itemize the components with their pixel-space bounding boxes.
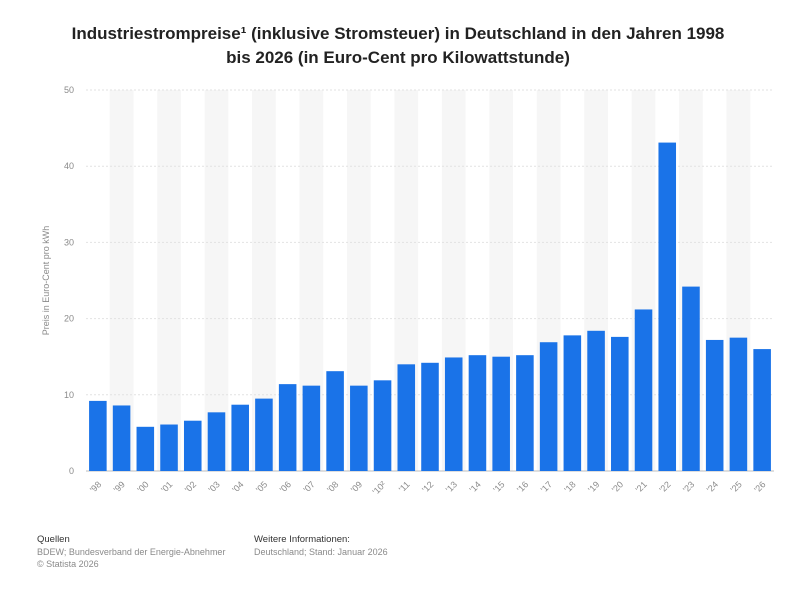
x-tick-label: '04 bbox=[230, 479, 245, 494]
bars bbox=[89, 142, 771, 471]
x-tick-label: '23 bbox=[681, 479, 696, 494]
x-tick-label: '00 bbox=[135, 479, 150, 494]
x-tick-label: '12 bbox=[420, 479, 435, 494]
bar bbox=[255, 398, 273, 471]
column-band bbox=[204, 90, 229, 471]
x-tick-label: '21 bbox=[634, 479, 649, 494]
x-tick-label: '19 bbox=[586, 479, 601, 494]
bar bbox=[350, 385, 368, 471]
bar bbox=[231, 404, 249, 471]
info-heading: Weitere Informationen: bbox=[254, 534, 350, 545]
bar bbox=[587, 330, 605, 471]
chart-title-line-2: bis 2026 (in Euro-Cent pro Kilowattstund… bbox=[226, 48, 570, 67]
column-band bbox=[252, 90, 276, 471]
y-tick-label: 40 bbox=[64, 161, 74, 171]
x-tick-label: '17 bbox=[539, 479, 554, 494]
bar bbox=[753, 349, 771, 471]
bar bbox=[611, 336, 629, 471]
x-tick-label: '02 bbox=[183, 479, 198, 494]
x-tick-label: '03 bbox=[207, 479, 222, 494]
x-tick-label: '07 bbox=[301, 479, 316, 494]
x-tick-label: '22 bbox=[657, 479, 672, 494]
copyright-text: © Statista 2026 bbox=[37, 559, 99, 569]
sources-text: BDEW; Bundesverband der Energie-Abnehmer bbox=[37, 547, 226, 557]
x-tick-label: '05 bbox=[254, 479, 269, 494]
bar bbox=[302, 385, 321, 471]
bar bbox=[278, 384, 297, 471]
bar bbox=[516, 355, 534, 471]
bar bbox=[421, 362, 439, 471]
x-tick-label: '13 bbox=[444, 479, 459, 494]
y-tick-label: 0 bbox=[69, 466, 74, 476]
x-tick-label: '26 bbox=[752, 479, 767, 494]
info-block: Weitere Informationen: Deutschland; Stan… bbox=[254, 534, 388, 558]
bar bbox=[136, 426, 155, 471]
x-tick-label: '99 bbox=[112, 479, 127, 494]
y-tick-label: 10 bbox=[64, 390, 74, 400]
bar bbox=[705, 339, 724, 471]
bar bbox=[112, 405, 131, 471]
bar bbox=[634, 309, 653, 471]
bar bbox=[492, 356, 510, 471]
x-tick-label: '01 bbox=[159, 479, 174, 494]
x-tick-label: '20 bbox=[610, 479, 625, 494]
bar bbox=[89, 400, 107, 471]
x-tick-label: '16 bbox=[515, 479, 530, 494]
y-tick-label: 50 bbox=[64, 85, 74, 95]
y-axis-label: Preis in Euro-Cent pro kWh bbox=[41, 226, 51, 336]
y-tick-label: 20 bbox=[64, 314, 74, 324]
x-tick-label: '25 bbox=[728, 479, 743, 494]
bar bbox=[729, 337, 748, 471]
bar bbox=[397, 364, 416, 471]
y-tick-label: 30 bbox=[64, 237, 74, 247]
chart-title: Industriestrompreise¹ (inklusive Stromst… bbox=[40, 22, 756, 70]
x-tick-label: '11 bbox=[397, 479, 412, 494]
bar bbox=[539, 342, 558, 471]
bar bbox=[207, 412, 226, 471]
bar bbox=[468, 355, 487, 471]
x-tick-label: '06 bbox=[278, 479, 293, 494]
x-tick-label: '10² bbox=[370, 479, 387, 496]
chart-title-line-1: Industriestrompreise¹ (inklusive Stromst… bbox=[71, 24, 725, 43]
y-axis-ticks: 0 10 20 30 40 50 bbox=[64, 85, 74, 476]
bar bbox=[563, 335, 582, 471]
x-tick-label: '08 bbox=[325, 479, 340, 494]
x-tick-label: '98 bbox=[88, 479, 103, 494]
x-axis-ticks: '98 '99 '00 '01 '02 '03 '04 '05 '06 '07 '08 '09 '10²… bbox=[88, 479, 768, 496]
bar bbox=[373, 380, 392, 471]
x-tick-label: '14 bbox=[467, 479, 482, 494]
sources-heading: Quellen bbox=[37, 534, 70, 545]
column-band bbox=[299, 90, 324, 471]
bar bbox=[183, 420, 202, 471]
sources-block: Quellen BDEW; Bundesverband der Energie-… bbox=[37, 534, 225, 570]
info-text: Deutschland; Stand: Januar 2026 bbox=[254, 547, 388, 557]
x-tick-label: '24 bbox=[705, 479, 720, 494]
column-band bbox=[157, 90, 181, 471]
column-band bbox=[109, 90, 134, 471]
bar bbox=[682, 286, 700, 471]
bar bbox=[658, 142, 677, 471]
x-tick-label: '09 bbox=[349, 479, 364, 494]
x-tick-label: '15 bbox=[491, 479, 506, 494]
x-tick-label: '18 bbox=[562, 479, 577, 494]
bar bbox=[444, 357, 463, 471]
bar bbox=[326, 371, 344, 471]
column-band bbox=[346, 90, 371, 471]
bar bbox=[160, 424, 178, 471]
